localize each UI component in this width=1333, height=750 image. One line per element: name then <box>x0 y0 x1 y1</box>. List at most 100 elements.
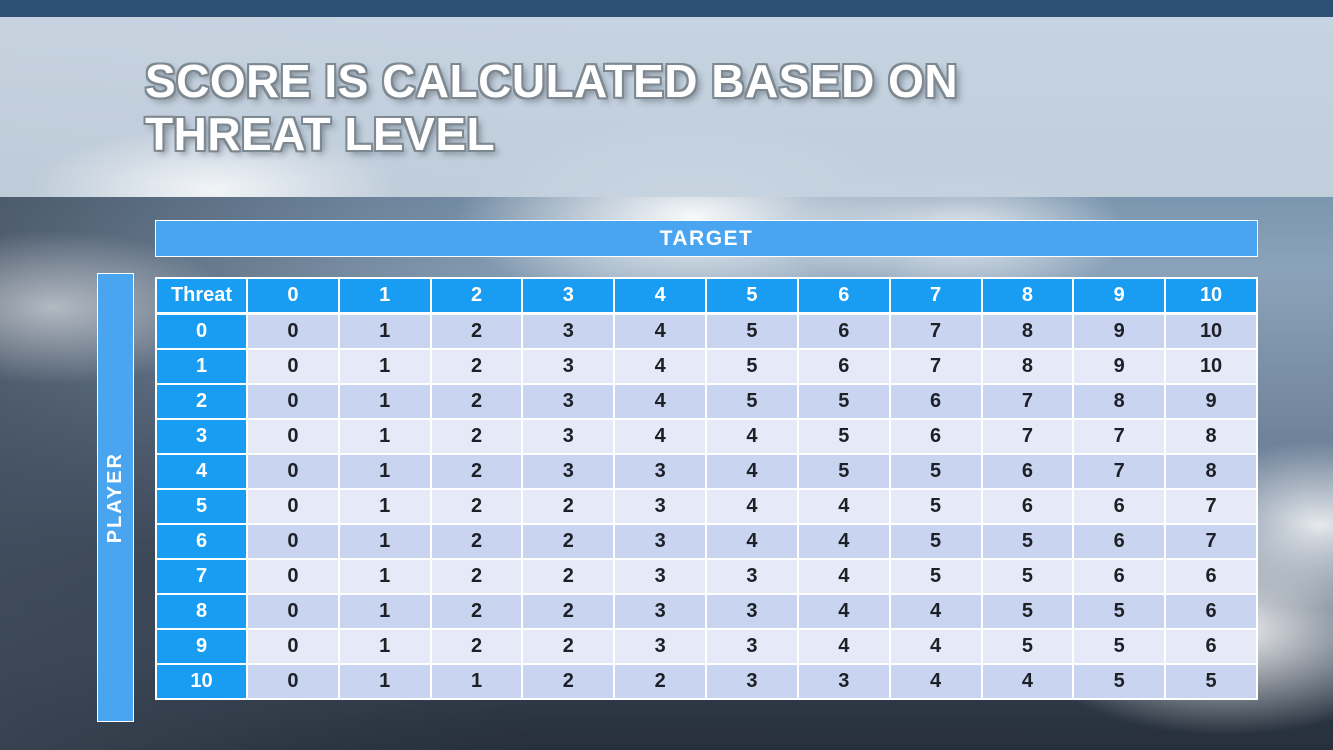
score-cell: 5 <box>888 523 983 560</box>
score-cell: 4 <box>613 418 708 455</box>
score-cell: 7 <box>888 312 983 350</box>
column-header-6: 6 <box>796 277 891 315</box>
row-header-threat-4: 4 <box>155 453 248 490</box>
score-cell: 4 <box>796 628 891 665</box>
column-header-5: 5 <box>705 277 799 315</box>
score-cell: 6 <box>888 418 983 455</box>
score-cell: 5 <box>705 312 799 350</box>
score-cell: 6 <box>1072 558 1167 595</box>
score-cell: 0 <box>246 663 340 700</box>
score-cell: 3 <box>613 488 708 525</box>
score-cell: 2 <box>521 488 616 525</box>
score-cell: 9 <box>1164 383 1258 420</box>
score-cell: 1 <box>337 558 432 595</box>
score-cell: 4 <box>796 488 891 525</box>
score-cell: 4 <box>705 523 799 560</box>
column-header-0: 0 <box>246 277 340 315</box>
score-cell: 4 <box>796 593 891 630</box>
score-cell: 5 <box>1072 593 1167 630</box>
score-cell: 6 <box>980 453 1075 490</box>
page-title: SCORE IS CALCULATED BASED ON THREAT LEVE… <box>145 55 1045 161</box>
score-cell: 6 <box>980 488 1075 525</box>
row-header-threat-5: 5 <box>155 488 248 525</box>
row-header-threat-1: 1 <box>155 348 248 385</box>
score-cell: 1 <box>337 663 432 700</box>
score-cell: 4 <box>705 488 799 525</box>
score-cell: 4 <box>980 663 1075 700</box>
score-cell: 5 <box>796 418 891 455</box>
score-cell: 9 <box>1072 348 1167 385</box>
column-header-7: 7 <box>888 277 983 315</box>
score-cell: 0 <box>246 418 340 455</box>
score-cell: 2 <box>429 628 524 665</box>
table-row-threat-0: 0 0 1 2 3 4 5 6 7 8 9 10 <box>155 312 1258 350</box>
column-header-4: 4 <box>613 277 708 315</box>
score-cell: 4 <box>613 312 708 350</box>
score-cell: 5 <box>888 558 983 595</box>
score-cell: 1 <box>337 312 432 350</box>
score-cell: 2 <box>521 523 616 560</box>
column-header-10: 10 <box>1164 277 1258 315</box>
score-cell: 5 <box>796 383 891 420</box>
score-cell: 0 <box>246 523 340 560</box>
score-cell: 6 <box>1164 558 1258 595</box>
score-cell: 8 <box>1072 383 1167 420</box>
score-cell: 3 <box>705 628 799 665</box>
score-cell: 5 <box>796 453 891 490</box>
target-axis-label: TARGET <box>659 226 754 250</box>
score-cell: 4 <box>888 628 983 665</box>
score-matrix-table: Threat 0 1 2 3 4 5 6 7 8 9 10 0 0 1 2 3 4 5 6 7 8 9 10 1 0 1 2 3 4 5… <box>155 277 1258 700</box>
score-cell: 0 <box>246 593 340 630</box>
score-cell: 0 <box>246 488 340 525</box>
score-cell: 4 <box>705 453 799 490</box>
score-cell: 6 <box>796 312 891 350</box>
row-header-threat-8: 8 <box>155 593 248 630</box>
row-header-threat-7: 7 <box>155 558 248 595</box>
score-cell: 5 <box>1072 628 1167 665</box>
score-cell: 2 <box>521 663 616 700</box>
score-cell: 5 <box>1072 663 1167 700</box>
player-axis-banner: PLAYER <box>97 273 134 722</box>
score-cell: 5 <box>705 383 799 420</box>
score-cell: 0 <box>246 628 340 665</box>
score-cell: 1 <box>337 418 432 455</box>
score-cell: 9 <box>1072 312 1167 350</box>
score-cell: 7 <box>1072 453 1167 490</box>
score-cell: 1 <box>337 523 432 560</box>
score-cell: 5 <box>888 488 983 525</box>
score-cell: 5 <box>888 453 983 490</box>
score-cell: 8 <box>980 312 1075 350</box>
score-cell: 3 <box>705 663 799 700</box>
score-cell: 2 <box>429 383 524 420</box>
score-cell: 2 <box>429 593 524 630</box>
page-title-line-1: SCORE IS CALCULATED BASED ON <box>145 55 959 107</box>
page-title-line-2: THREAT LEVEL <box>145 108 496 160</box>
player-axis-label: PLAYER <box>104 451 126 544</box>
score-cell: 4 <box>796 523 891 560</box>
score-cell: 3 <box>705 558 799 595</box>
score-cell: 2 <box>429 558 524 595</box>
score-cell: 4 <box>888 663 983 700</box>
score-cell: 0 <box>246 453 340 490</box>
score-cell: 0 <box>246 312 340 350</box>
column-header-1: 1 <box>337 277 432 315</box>
score-cell: 0 <box>246 348 340 385</box>
score-cell: 6 <box>1164 593 1258 630</box>
score-cell: 3 <box>796 663 891 700</box>
matrix-header-row: Threat 0 1 2 3 4 5 6 7 8 9 10 <box>155 277 1258 315</box>
row-header-threat-10: 10 <box>155 663 248 700</box>
score-cell: 7 <box>888 348 983 385</box>
row-header-threat-0: 0 <box>155 312 248 350</box>
score-cell: 1 <box>337 383 432 420</box>
score-cell: 2 <box>429 348 524 385</box>
score-cell: 3 <box>521 312 616 350</box>
score-cell: 3 <box>521 418 616 455</box>
score-cell: 3 <box>705 593 799 630</box>
score-cell: 6 <box>796 348 891 385</box>
score-cell: 7 <box>1164 523 1258 560</box>
